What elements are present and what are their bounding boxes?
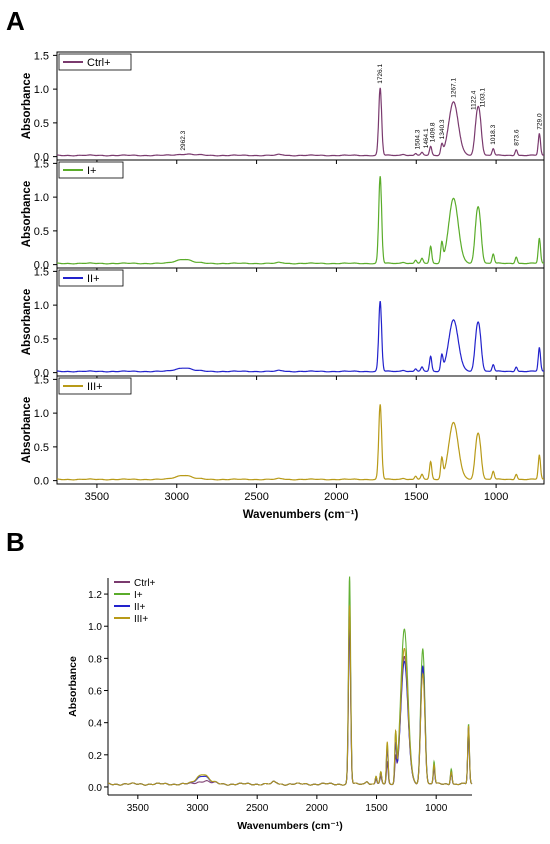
- x-tick-label: 3000: [186, 803, 209, 814]
- legend-label: Ctrl+: [134, 578, 156, 589]
- x-tick-label: 1000: [484, 491, 508, 503]
- spectrum-line-ctrlplus: [57, 87, 544, 157]
- y-tick-label: 0.0: [34, 260, 49, 272]
- y-axis-label: Absorbance: [67, 656, 79, 717]
- plot-frame: [56, 159, 545, 269]
- y-tick-label: 1.5: [34, 374, 49, 386]
- y-tick-label: 0.5: [34, 118, 49, 130]
- x-tick-label: 3500: [85, 491, 109, 503]
- y-tick-label: 1.0: [34, 84, 49, 96]
- peak-label: 1122.4: [471, 90, 478, 110]
- panel-b-overlay-spectra: 0.0 0.2 0.4 0.6 0.8 1.0 1.2 3500 3000 2500 2000 150…: [67, 576, 473, 832]
- x-axis-label: Wavenumbers (cm⁻¹): [237, 820, 343, 832]
- x-tick-label: 1500: [365, 803, 388, 814]
- overlay-line-iiplus: [108, 616, 473, 786]
- panel-label-a: A: [6, 6, 25, 36]
- y-tick-label: 0.0: [88, 783, 102, 794]
- peak-label: 729.0: [536, 113, 543, 130]
- x-tick-label: 1000: [425, 803, 448, 814]
- legend-label: III+: [134, 614, 148, 625]
- legend-label: Ctrl+: [87, 57, 111, 69]
- y-tick-label: 0.5: [34, 226, 49, 238]
- peak-label: 1726.1: [377, 64, 384, 84]
- y-axis-label: Absorbance: [21, 73, 33, 139]
- peak-label: 1504.3: [415, 129, 422, 149]
- panel-a-stacked-spectra: 0.00.51.01.5AbsorbanceCtrl+0.00.51.01.5A…: [21, 50, 545, 521]
- peak-label: 1018.3: [490, 124, 497, 144]
- overlay-line-ctrlplus: [108, 623, 473, 786]
- y-tick-label: 1.5: [34, 266, 49, 278]
- legend-label: II+: [134, 602, 146, 613]
- legend-box: [58, 377, 132, 395]
- x-tick-label: 2000: [324, 491, 348, 503]
- y-tick-label: 1.0: [88, 622, 102, 633]
- y-tick-label: 0.0: [34, 476, 49, 488]
- y-tick-label: 1.2: [88, 590, 102, 601]
- x-tick-label: 3500: [127, 803, 150, 814]
- y-tick-label: 1.0: [34, 192, 49, 204]
- plot-frame: [56, 375, 545, 485]
- overlay-line-iiiplus: [108, 605, 473, 786]
- y-tick-label: 0.5: [34, 334, 49, 346]
- overlay-line-iplus: [108, 576, 473, 786]
- peak-label: 1409.8: [430, 122, 437, 142]
- y-tick-label: 0.8: [88, 654, 102, 665]
- x-tick-label: 2000: [306, 803, 329, 814]
- x-tick-label: 3000: [165, 491, 189, 503]
- y-tick-label: 0.2: [88, 751, 102, 762]
- y-tick-label: 1.0: [34, 300, 49, 312]
- y-tick-label: 1.5: [34, 158, 49, 170]
- peak-label: 1340.3: [439, 119, 446, 139]
- y-tick-label: 1.0: [34, 408, 49, 420]
- y-axis-label: Absorbance: [21, 397, 33, 463]
- peak-label: 1103.1: [480, 88, 487, 108]
- legend-label: II+: [87, 273, 100, 285]
- y-tick-label: 0.4: [88, 719, 102, 730]
- y-axis-label: Absorbance: [21, 289, 33, 355]
- legend-label: III+: [87, 381, 103, 393]
- peak-label: 2962.3: [180, 130, 187, 150]
- x-tick-label: 1500: [404, 491, 428, 503]
- spectrum-line-iiplus: [57, 300, 544, 373]
- y-tick-label: 1.5: [34, 50, 49, 62]
- legend-label: I+: [87, 165, 96, 177]
- spectrum-line-iplus: [57, 176, 544, 265]
- y-axis-label: Absorbance: [21, 181, 33, 247]
- panel-label-b: B: [6, 527, 25, 557]
- peak-label: 873.6: [513, 129, 520, 146]
- y-tick-label: 0.0: [34, 152, 49, 164]
- legend-box: [58, 161, 124, 179]
- legend-box: [58, 53, 132, 71]
- x-tick-label: 2500: [244, 491, 268, 503]
- y-tick-label: 0.6: [88, 687, 102, 698]
- plot-frame: [56, 267, 545, 377]
- x-tick-label: 2500: [246, 803, 269, 814]
- peak-label: 1464.1: [423, 128, 430, 148]
- peak-label: 1267.1: [450, 78, 457, 98]
- x-axis-label: Wavenumbers (cm⁻¹): [243, 509, 359, 521]
- y-tick-label: 0.5: [34, 442, 49, 454]
- spectrum-line-iiiplus: [57, 404, 544, 481]
- y-tick-label: 0.0: [34, 368, 49, 380]
- legend-box: [58, 269, 124, 287]
- legend-label: I+: [134, 590, 143, 601]
